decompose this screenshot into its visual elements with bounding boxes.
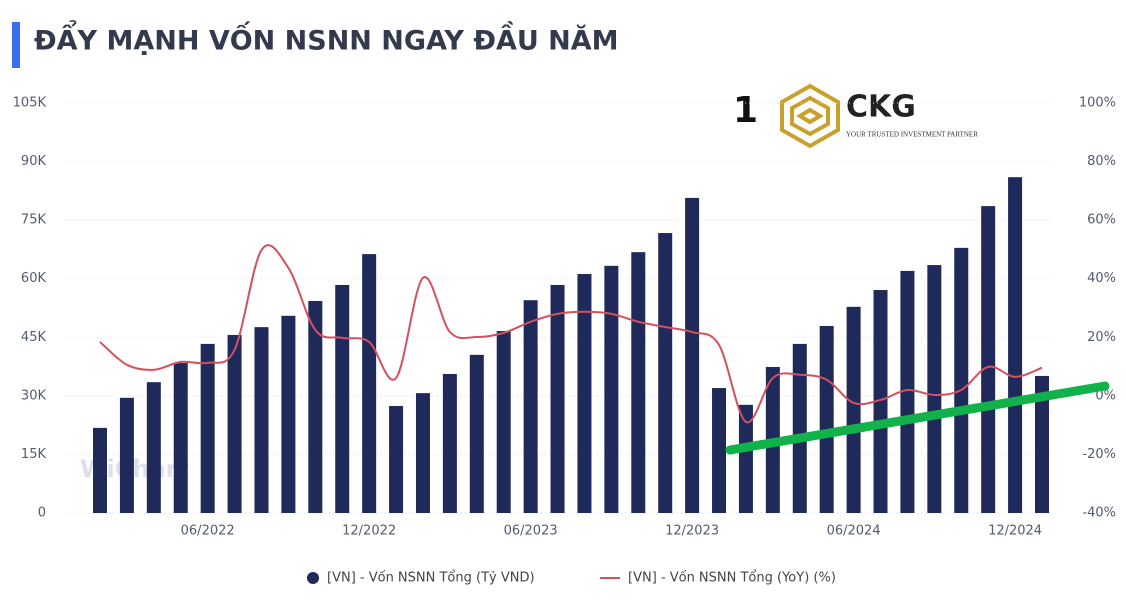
bar [927,265,942,513]
trend-annotation [725,381,1110,455]
chart-title: ĐẨY MẠNH VỐN NSNN NGAY ĐẦU NĂM [34,20,619,57]
bar [577,274,592,513]
legend-label: [VN] - Vốn NSNN Tổng (YoY) (%) [628,571,836,586]
bar [846,306,861,513]
bar [954,247,969,513]
y-tick-label: 60K [21,271,47,286]
bar [900,270,915,513]
bar [308,300,323,513]
legend-swatch [307,572,319,584]
bar [631,252,646,513]
bar [281,315,296,513]
x-tick-label: 06/2022 [181,524,235,539]
bar [469,354,484,513]
legend-label: [VN] - Vốn NSNN Tổng (Tỷ VND) [327,571,535,586]
bar [1008,177,1023,513]
bar [227,334,242,513]
logo: 1 CKG YOUR TRUSTED INVESTMENT PARTNER [733,83,978,149]
bar [550,284,565,513]
x-tick-label: 06/2024 [827,524,881,539]
y-tick-label: 105K [13,96,47,111]
y-tick-label: 75K [21,213,47,228]
y2-tick-label: 0% [1095,388,1116,403]
x-tick-label: 12/2023 [665,524,719,539]
bar [819,325,834,513]
bar [146,382,161,513]
logo-icon [780,83,840,149]
bar [442,373,457,513]
bar [254,327,269,513]
x-tick-label: 12/2022 [342,524,396,539]
bar [981,206,996,514]
logo-name: CKG [846,90,916,125]
bar [604,265,619,513]
bar [415,393,430,513]
y2-tick-label: 80% [1087,154,1116,169]
y-tick-label: 0 [38,506,46,521]
y2-tick-label: 60% [1087,213,1116,228]
bar [685,197,700,513]
y-tick-label: 15K [21,447,47,462]
bar [738,404,753,513]
bar [200,343,215,513]
y2-tick-label: 100% [1079,96,1116,111]
bar [523,300,538,513]
bar [93,427,107,513]
logo-tagline: YOUR TRUSTED INVESTMENT PARTNER [846,131,978,139]
bar [496,331,511,513]
y2-tick-label: -20% [1082,447,1116,462]
bar [658,233,673,513]
y-tick-label: 45K [21,330,47,345]
bar [362,254,377,513]
x-tick-label: 12/2024 [988,524,1042,539]
bar [119,397,134,513]
x-tick-label: 06/2023 [504,524,558,539]
bar [792,343,807,513]
title-accent [12,22,20,68]
y2-tick-label: 20% [1087,330,1116,345]
y-tick-label: 90K [21,154,47,169]
y2-tick-label: 40% [1087,271,1116,286]
bar [712,388,727,513]
bar [389,406,404,513]
bar [173,363,188,513]
y-tick-label: 30K [21,388,47,403]
bar [873,290,888,513]
line [99,244,1043,424]
bar [335,284,350,513]
bar [1035,375,1049,513]
y2-tick-label: -40% [1082,506,1116,521]
logo-number: 1 [733,90,758,131]
